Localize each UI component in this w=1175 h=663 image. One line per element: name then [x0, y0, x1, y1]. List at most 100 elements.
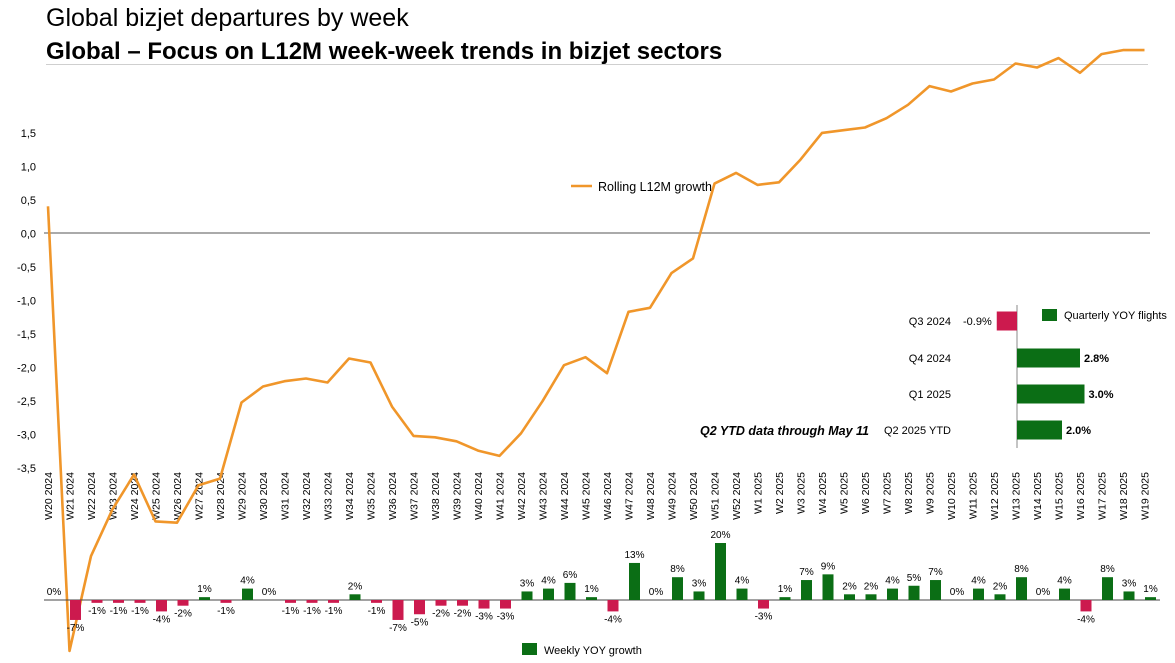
x-tick-label: W10 2025 — [946, 472, 958, 520]
weekly-bar — [521, 591, 533, 600]
weekly-value-label: 0% — [649, 587, 664, 598]
weekly-bar — [1123, 591, 1135, 600]
x-tick-label: W14 2025 — [1032, 472, 1044, 520]
weekly-bar — [779, 597, 791, 600]
weekly-bar — [91, 600, 103, 603]
x-tick-label: W36 2024 — [387, 472, 399, 520]
x-tick-label: W52 2024 — [731, 472, 743, 520]
weekly-value-label: -1% — [282, 606, 300, 617]
weekly-value-label: 4% — [1057, 576, 1072, 587]
x-tick-label: W15 2025 — [1054, 472, 1066, 520]
weekly-bar — [306, 600, 318, 603]
weekly-value-label: -1% — [368, 606, 386, 617]
quarter-bar — [1017, 420, 1062, 440]
weekly-value-label: -2% — [432, 609, 450, 620]
rolling-growth-chart: 1,5 1,0 0,5 0,0 -0,5 -1,0 -1,5 -2,0 -2,5 -3,0 -3,5… — [17, 48, 1152, 653]
x-tick-label: W13 2025 — [1011, 472, 1023, 520]
weekly-value-label: 0% — [1036, 587, 1051, 598]
legend-weekly: Weekly YOY growth — [544, 645, 642, 657]
quarter-value-label: 3.0% — [1089, 389, 1114, 401]
weekly-bar — [1059, 588, 1070, 600]
x-tick-label: W16 2025 — [1075, 472, 1087, 520]
x-tick-label: W18 2025 — [1118, 472, 1130, 520]
weekly-bar — [478, 600, 490, 609]
y-tick-label: -3,5 — [17, 463, 36, 475]
weekly-value-label: 2% — [842, 581, 857, 592]
weekly-bar — [349, 594, 361, 600]
weekly-value-label: 7% — [928, 567, 943, 578]
x-tick-label: W25 2024 — [151, 472, 163, 520]
weekly-value-label: -2% — [454, 609, 472, 620]
weekly-value-label: 8% — [1014, 564, 1029, 575]
x-tick-label: W37 2024 — [409, 472, 421, 520]
weekly-value-label: 4% — [541, 576, 556, 587]
weekly-value-label: -1% — [131, 606, 149, 617]
weekly-bar — [457, 600, 468, 606]
weekly-bar — [435, 600, 447, 606]
x-tick-label: W40 2024 — [473, 472, 485, 520]
weekly-value-label: 2% — [348, 581, 363, 592]
quarter-bar — [1017, 384, 1085, 404]
weekly-value-label: 1% — [1143, 584, 1158, 595]
quarter-bar — [1017, 348, 1080, 368]
weekly-value-label: -7% — [389, 623, 407, 634]
weekly-yoy-chart: 0%-7%-1% -1% -1%-4%-2%1%-1%4%0%-1% -1% -1%2%… — [44, 530, 1160, 657]
x-tick-label: W29 2024 — [237, 472, 249, 520]
x-tick-label: W44 2024 — [559, 472, 571, 520]
quarterly-yoy-chart: Q3 2024 -0.9% Q4 2024 2.8% Q1 2025 3.0% Q2 202… — [700, 305, 1167, 448]
weekly-bar — [908, 585, 920, 600]
y-tick-label: -3,0 — [17, 430, 36, 442]
weekly-value-label: 3% — [692, 578, 707, 589]
weekly-value-label: 0% — [47, 587, 62, 598]
weekly-value-label: 6% — [563, 570, 578, 581]
x-tick-label: W41 2024 — [495, 472, 507, 520]
page-subtitle: Global – Focus on L12M week-week trends … — [46, 38, 723, 65]
x-tick-label: W5 2025 — [839, 472, 851, 514]
weekly-bar — [715, 543, 726, 600]
x-tick-label: W17 2025 — [1097, 472, 1109, 520]
weekly-bar — [199, 597, 210, 600]
weekly-bar — [70, 600, 81, 620]
x-tick-label: W42 2024 — [516, 472, 528, 520]
x-tick-label: W3 2025 — [796, 472, 808, 514]
quarter-label: Q3 2024 — [909, 316, 951, 328]
x-tick-label: W19 2025 — [1140, 472, 1152, 520]
weekly-bar — [392, 600, 404, 620]
weekly-value-label: 20% — [710, 530, 730, 541]
x-tick-label: W12 2025 — [989, 472, 1001, 520]
weekly-value-label: -1% — [88, 606, 106, 617]
weekly-bar — [736, 588, 748, 600]
weekly-bar — [586, 597, 597, 600]
quarter-value-label: -0.9% — [963, 316, 992, 328]
weekly-value-label: 2% — [864, 581, 879, 592]
title-divider — [46, 64, 1148, 65]
x-tick-label: W2 2025 — [774, 472, 786, 514]
y-tick-label: -2,0 — [17, 363, 36, 375]
weekly-value-label: -2% — [174, 609, 192, 620]
weekly-value-label: 1% — [197, 584, 212, 595]
weekly-value-label: 1% — [778, 584, 793, 595]
weekly-bar — [758, 600, 769, 609]
x-tick-label: W23 2024 — [108, 472, 120, 520]
x-tick-label: W11 2025 — [968, 472, 980, 519]
x-tick-label: W34 2024 — [344, 472, 356, 520]
x-tick-label: W39 2024 — [452, 472, 464, 520]
quarter-label: Q2 2025 YTD — [884, 425, 951, 437]
rolling-growth-line — [46, 48, 1145, 653]
weekly-value-label: 0% — [262, 587, 277, 598]
x-tick-label: W51 2024 — [710, 472, 722, 520]
weekly-bar — [930, 580, 941, 600]
x-tick-label: W46 2024 — [602, 472, 614, 520]
x-tick-label: W35 2024 — [366, 472, 378, 520]
y-tick-label: 0,5 — [21, 195, 36, 207]
x-tick-label: W27 2024 — [194, 472, 206, 520]
quarter-value-label: 2.8% — [1084, 353, 1109, 365]
weekly-bar — [994, 594, 1006, 600]
weekly-value-label: -1% — [110, 606, 128, 617]
weekly-value-label: -3% — [475, 612, 493, 623]
weekly-value-label: -4% — [153, 614, 171, 625]
weekly-bar — [177, 600, 189, 606]
weekly-value-label: -3% — [755, 612, 773, 623]
y-tick-label: -0,5 — [17, 262, 36, 274]
